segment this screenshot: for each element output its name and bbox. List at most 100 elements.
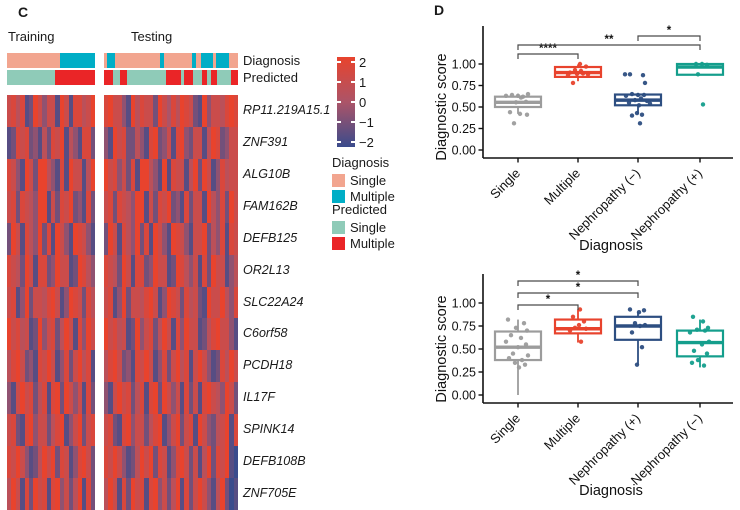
legend-item-label: Multiple: [350, 189, 395, 204]
heatmap-cell: [171, 95, 176, 127]
heatmap-cell: [68, 126, 74, 159]
heatmap-cell: [135, 318, 140, 351]
heatmap-cell: [171, 190, 176, 223]
heatmap-cell: [37, 286, 43, 319]
heatmap-cell: [77, 382, 82, 415]
heatmap-cell: [215, 254, 221, 287]
annotation-segment-single: [196, 53, 201, 68]
heatmap-cell: [184, 254, 189, 287]
heatmap-cell: [46, 190, 52, 223]
jitter-point: [523, 342, 529, 347]
heatmap-cell: [144, 126, 149, 159]
jitter-point: [700, 319, 706, 324]
heatmap-cell: [175, 318, 180, 351]
heatmap-row: [7, 286, 95, 319]
heatmap-cell: [90, 190, 95, 223]
heatmap-cell: [202, 382, 207, 415]
heatmap-cell: [184, 95, 189, 127]
jitter-point: [632, 321, 638, 326]
heatmap-cell: [81, 446, 87, 479]
heatmap-cell: [224, 286, 230, 319]
heatmap-cell: [86, 190, 91, 223]
heatmap-cell: [130, 414, 136, 447]
heatmap-cell: [206, 126, 212, 159]
heatmap-row: [7, 414, 95, 447]
heatmap-row: [104, 126, 238, 159]
heatmap-cell: [126, 190, 131, 223]
significance-bracket: [517, 280, 639, 286]
heatmap-row: [7, 190, 95, 223]
gene-label: ALG10B: [243, 166, 291, 181]
heatmap-cell: [86, 478, 91, 510]
jitter-point: [576, 322, 582, 328]
jitter-point: [505, 317, 511, 322]
heatmap-cell: [81, 318, 87, 351]
heatmap-cell: [215, 222, 221, 255]
heatmap-cell: [179, 382, 185, 415]
significance-bracket: [637, 35, 701, 41]
heatmap-cell: [206, 382, 212, 415]
x-category-label: Single: [487, 166, 523, 202]
heatmap-cell: [68, 478, 74, 510]
heatmap-cell: [77, 478, 82, 510]
heatmap-cell: [224, 126, 230, 159]
heatmap-cell: [157, 350, 163, 383]
heatmap-cell: [86, 95, 91, 127]
heatmap-cell: [148, 286, 154, 319]
jitter-point: [517, 111, 523, 117]
heatmap-cell: [46, 254, 52, 287]
heatmap-cell: [121, 350, 127, 383]
heatmap-cell: [193, 478, 198, 510]
heatmap-cell: [90, 318, 95, 351]
heatmap-cell: [46, 158, 52, 191]
annotation-segment-single: [212, 53, 217, 68]
heatmap-cell: [42, 95, 47, 127]
jitter-point: [699, 61, 705, 67]
heatmap-row: [7, 254, 95, 287]
heatmap-cell: [55, 350, 60, 383]
heatmap-cell: [46, 382, 52, 415]
heatmap-cell: [202, 190, 207, 223]
heatmap-cell: [86, 254, 91, 287]
heatmap-cell: [166, 190, 172, 223]
x-category-label: Single: [487, 411, 523, 447]
jitter-point: [515, 344, 521, 350]
heatmap-cell: [24, 350, 30, 383]
heatmap-cell: [46, 414, 52, 447]
heatmap-cell: [7, 286, 12, 319]
heatmap-colorbar: [337, 57, 355, 147]
heatmap-cell: [73, 382, 78, 415]
heatmap-cell: [229, 158, 234, 191]
heatmap-cell: [171, 446, 176, 479]
heatmap-cell: [188, 95, 194, 127]
heatmap-cell: [42, 158, 47, 191]
heatmap-cell: [179, 446, 185, 479]
annotation-diagnosis-training: [7, 53, 95, 68]
heatmap-cell: [90, 350, 95, 383]
heatmap-row: [7, 446, 95, 479]
heatmap-cell: [55, 254, 60, 287]
jitter-point: [577, 61, 583, 67]
heatmap-cell: [162, 350, 167, 383]
heatmap-cell: [24, 126, 30, 159]
heatmap-cell: [166, 254, 172, 287]
heatmap-cell: [162, 318, 167, 351]
heatmap-cell: [81, 350, 87, 383]
heatmap-cell: [206, 286, 212, 319]
heatmap-cell: [171, 222, 176, 255]
heatmap-cell: [130, 95, 136, 127]
heatmap-cell: [130, 382, 136, 415]
heatmap-cell: [77, 446, 82, 479]
jitter-point: [629, 91, 635, 97]
colorbar-tick: [351, 121, 355, 124]
heatmap-cell: [51, 95, 56, 127]
heatmap-cell: [59, 222, 65, 255]
jitter-point: [567, 328, 573, 333]
jitter-point: [521, 321, 527, 326]
heatmap-cell: [144, 414, 149, 447]
heatmap-cell: [77, 222, 82, 255]
heatmap-cell: [153, 95, 158, 127]
annotation-segment-single: [192, 70, 203, 85]
heatmap-cell: [51, 190, 56, 223]
heatmap-cell: [42, 350, 47, 383]
